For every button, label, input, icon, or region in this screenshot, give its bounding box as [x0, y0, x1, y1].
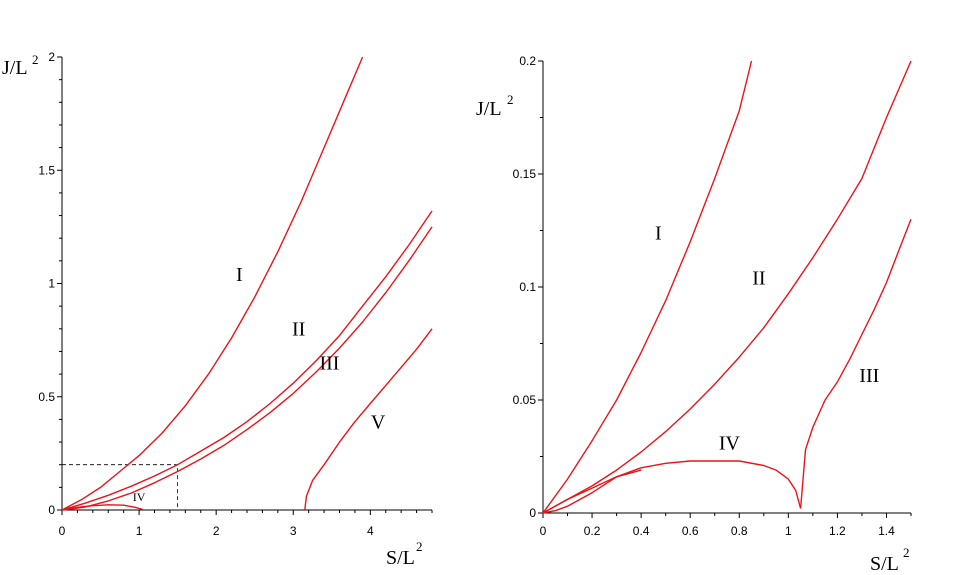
right-curve-label-ii: II: [752, 268, 765, 290]
left-x-tick-label: 0: [59, 524, 66, 538]
left-curve-label-v: V: [371, 411, 386, 433]
left-y-tick-label: 1.5: [38, 163, 55, 177]
right-y-tick-label: 0.15: [513, 167, 537, 181]
left-y-tick-label: 0: [48, 503, 55, 517]
right-y-axis-title-sup: 2: [507, 92, 514, 107]
right-curve-label-iv: IV: [719, 433, 741, 455]
right-x-tick-label: 1: [785, 524, 792, 538]
right-tick-labels: 0 0.2 0.4 0.6 0.8 1 1.2 1.4 0 0.05 0.1 0.15 0.2: [513, 54, 895, 538]
left-ticks: [57, 56, 433, 515]
right-curve-iii: [799, 218, 912, 509]
right-x-tick-label: 1.2: [829, 524, 846, 538]
left-y-tick-label: 0.5: [38, 390, 55, 404]
left-y-tick-label: 1: [48, 277, 55, 291]
right-x-tick-label: 0: [540, 524, 547, 538]
right-y-tick-label: 0.1: [519, 280, 536, 294]
left-curve-iii: [61, 226, 433, 511]
left-curve-v: [304, 328, 433, 511]
right-x-tick-label: 0.6: [682, 524, 699, 538]
right-x-tick-label: 1.4: [878, 524, 895, 538]
right-x-tick-label: 0.2: [584, 524, 601, 538]
left-curve-label-ii: II: [292, 319, 305, 341]
left-curve-label-i: I: [236, 264, 243, 286]
left-zoom-box: [61, 464, 179, 511]
left-curve-i: [61, 56, 364, 511]
right-y-tick-label: 0.05: [513, 393, 537, 407]
right-y-axis-title: J/L: [476, 98, 502, 120]
left-y-tick-label: 2: [48, 50, 55, 64]
left-x-axis-title: S/L: [386, 547, 415, 569]
right-ticks: [538, 60, 912, 518]
left-curve-ii: [61, 210, 433, 511]
right-chart: 0 0.2 0.4 0.6 0.8 1 1.2 1.400.050.10.150.2 IIII…: [476, 54, 912, 575]
left-curve-iv: [61, 504, 144, 511]
left-x-axis-title-sup: 2: [416, 539, 423, 554]
left-x-tick-label: 2: [213, 524, 220, 538]
right-curve-i: [542, 60, 753, 514]
right-curve-iv: [542, 460, 802, 514]
right-x-tick-label: 0.4: [633, 524, 650, 538]
left-tick-labels: 0 1 2 3 4 0 0.5 1 1.5 2: [38, 50, 374, 538]
left-x-tick-label: 4: [367, 524, 374, 538]
left-y-axis-title-sup: 2: [32, 52, 39, 67]
right-curve-label-i: I: [655, 223, 662, 245]
right-y-tick-label: 0: [529, 506, 536, 520]
right-curve-label-iii: III: [859, 365, 879, 387]
right-curves: [542, 60, 912, 514]
right-curve-ii: [542, 60, 912, 514]
left-curves: [61, 56, 433, 511]
left-x-tick-label: 1: [136, 524, 143, 538]
right-y-tick-label: 0.2: [519, 54, 536, 68]
right-x-tick-label: 0.8: [731, 524, 748, 538]
left-x-tick-label: 3: [290, 524, 297, 538]
right-curve-iv-lower: [542, 469, 642, 514]
left-y-axis-title: J/L: [2, 57, 28, 79]
left-curve-label-iii: III: [319, 353, 339, 375]
right-x-axis-title-sup: 2: [903, 545, 910, 560]
right-x-axis-title: S/L: [870, 553, 899, 575]
left-curve-label-iv: IV: [133, 490, 146, 504]
